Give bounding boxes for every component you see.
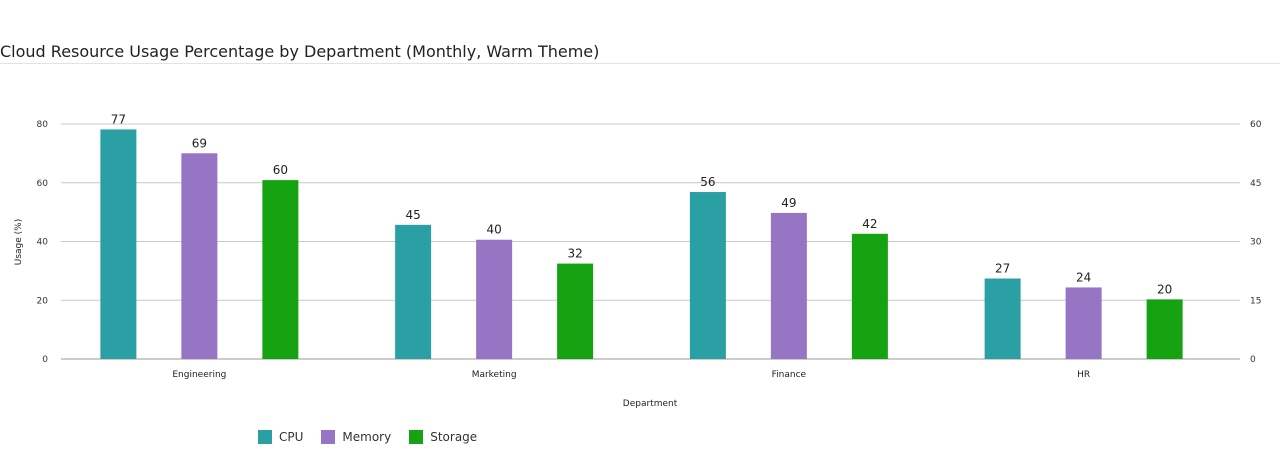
chart-title: Cloud Resource Usage Percentage by Depar… [0, 42, 600, 61]
legend-swatch [321, 430, 336, 444]
legend-label: Storage [430, 430, 478, 444]
bar-cpu [689, 192, 726, 359]
bar-memory [476, 239, 513, 359]
gridlines [61, 123, 1240, 360]
bar-memory [770, 212, 807, 359]
data-label: 40 [486, 223, 501, 237]
data-label: 77 [111, 112, 126, 126]
data-label: 45 [405, 208, 420, 222]
bars [100, 129, 1183, 359]
y-tick-label: 20 [37, 296, 49, 306]
data-label: 69 [192, 136, 207, 150]
x-category-label: HR [1077, 370, 1090, 380]
y-axis-label: Usage (%) [14, 219, 24, 265]
y-tick-label: 40 [37, 238, 49, 248]
y2-tick-label: 45 [1250, 179, 1261, 189]
y2-axis-ticks: 0 15 30 45 60 [1250, 120, 1262, 365]
y2-tick-label: 0 [1250, 355, 1256, 365]
x-category-label: Engineering [172, 370, 226, 380]
legend-item-storage[interactable]: Storage [409, 430, 477, 444]
x-axis-categories: Engineering Marketing Finance HR [172, 370, 1090, 380]
data-label: 56 [700, 175, 715, 189]
bar-cpu [395, 224, 432, 359]
x-axis-label: Department [623, 399, 678, 409]
y2-tick-label: 60 [1250, 120, 1262, 130]
legend-item-memory[interactable]: Memory [321, 430, 391, 444]
legend-label: CPU [279, 430, 304, 444]
x-category-label: Marketing [472, 370, 517, 380]
y-tick-label: 60 [37, 179, 49, 189]
legend: CPU Memory Storage [258, 430, 477, 444]
bar-memory [1065, 287, 1102, 359]
data-labels: 77 69 60 45 40 32 56 49 42 27 24 20 [111, 112, 1173, 296]
y-tick-label: 80 [37, 120, 49, 130]
bar-storage [262, 180, 299, 359]
data-label: 27 [995, 261, 1010, 275]
data-label: 20 [1157, 282, 1172, 296]
bar-memory [181, 153, 218, 359]
data-label: 24 [1076, 270, 1091, 284]
data-label: 49 [781, 196, 796, 210]
bar-storage [557, 263, 594, 359]
y2-tick-label: 30 [1250, 238, 1262, 248]
bar-chart: 77 69 60 45 40 32 56 49 42 27 24 20 0 20 40 60 80 0 15 30… [14, 112, 1262, 409]
bar-cpu [984, 278, 1021, 359]
legend-item-cpu[interactable]: CPU [258, 430, 303, 444]
data-label: 42 [862, 217, 877, 231]
x-category-label: Finance [772, 370, 807, 380]
bar-cpu [100, 129, 137, 359]
y2-tick-label: 15 [1250, 296, 1261, 306]
legend-swatch [409, 430, 424, 444]
bar-storage [1146, 299, 1183, 359]
legend-swatch [258, 430, 272, 444]
data-label: 60 [273, 163, 288, 177]
y-tick-label: 0 [42, 355, 48, 365]
legend-label: Memory [342, 430, 392, 444]
y-axis-ticks: 0 20 40 60 80 [37, 120, 49, 365]
title-divider [0, 63, 1280, 64]
bar-storage [851, 233, 888, 359]
data-label: 32 [567, 247, 582, 261]
